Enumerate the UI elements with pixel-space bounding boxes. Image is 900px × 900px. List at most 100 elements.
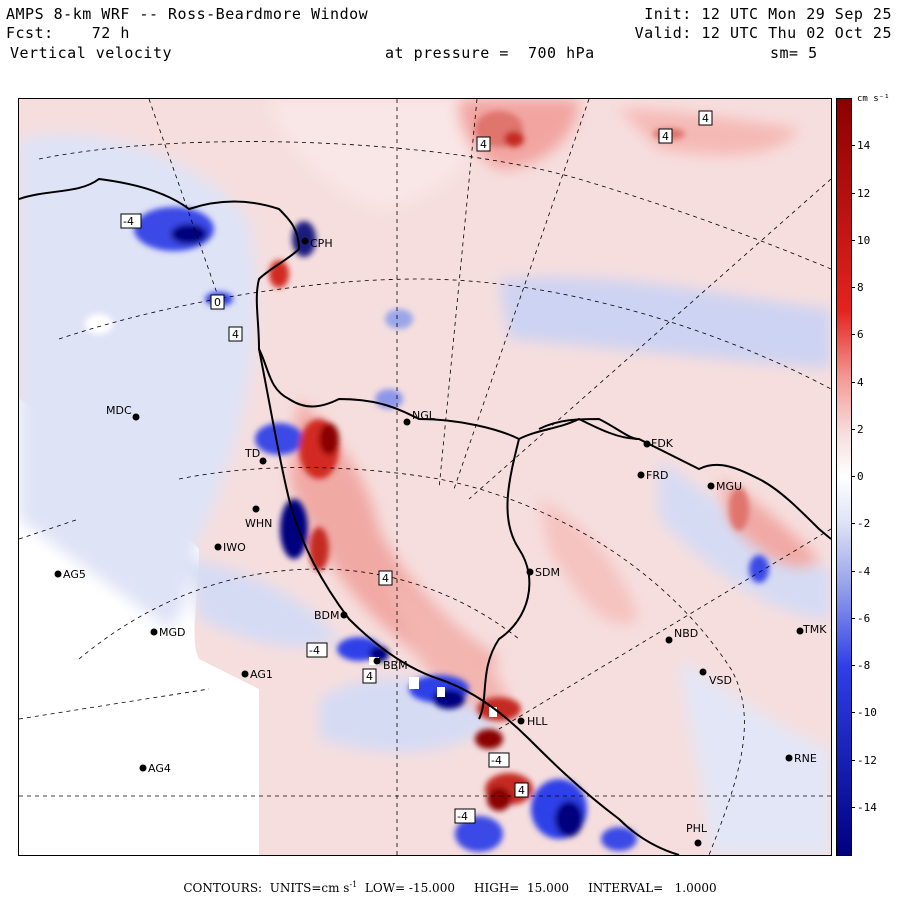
- svg-text:-4: -4: [309, 644, 320, 657]
- svg-text:BBM: BBM: [383, 659, 408, 672]
- svg-text:-4: -4: [491, 754, 502, 767]
- svg-text:4: 4: [232, 328, 239, 341]
- colorbar-tick: [851, 145, 855, 147]
- colorbar-tick: [851, 617, 855, 619]
- colorbar-tick-label: 0: [857, 470, 864, 483]
- colorbar-tick: [851, 334, 855, 336]
- station-dot-icon: [785, 754, 793, 762]
- contour-label: -4: [454, 808, 476, 824]
- station-mgd: MGD: [150, 626, 186, 639]
- forecast-hour: Fcst: 72 h: [6, 24, 130, 42]
- station-dot-icon: [637, 471, 645, 479]
- low-value: LOW= -15.000: [364, 881, 455, 895]
- contour-label: 0: [210, 294, 225, 310]
- contour-label: 4: [476, 136, 491, 152]
- svg-text:NBD: NBD: [674, 627, 698, 640]
- colorbar-tick-label: 14: [857, 139, 871, 153]
- colorbar-tick: [851, 523, 855, 525]
- colorbar-tick: [851, 239, 855, 241]
- svg-text:0: 0: [214, 296, 221, 309]
- contour-label: 4: [378, 570, 393, 586]
- colorbar-tick: [851, 287, 855, 288]
- svg-text:4: 4: [702, 112, 709, 125]
- contours-label: CONTOURS:: [183, 881, 263, 895]
- station-cph: CPH: [301, 237, 333, 250]
- colorbar-tick-label: -6: [857, 611, 871, 625]
- colorbar-tick-label: -8: [857, 659, 871, 672]
- station-dot-icon: [340, 611, 348, 619]
- colorbar-tick: [851, 759, 855, 761]
- station-ag5: AG5: [54, 568, 86, 581]
- station-dot-icon: [214, 543, 222, 551]
- station-dot-icon: [699, 668, 707, 676]
- colorbar-tick-label: 2: [857, 422, 864, 436]
- contour-label: 4: [362, 668, 377, 684]
- colorbar-tick-label: 10: [857, 233, 871, 247]
- station-markers: MDC NGL CPH FDK FRD MGU TD WHN IWO AG5 S…: [54, 237, 827, 847]
- svg-text:FRD: FRD: [646, 469, 668, 482]
- contour-labels: 4 4 4 4 4 4 -4 -4 -4 -4 4 0: [120, 110, 713, 824]
- station-dot-icon: [643, 440, 651, 448]
- colorbar-tick-label: -12: [857, 753, 877, 767]
- svg-text:AG5: AG5: [63, 568, 86, 581]
- station-dot-icon: [241, 670, 249, 678]
- interval-value: INTERVAL= 1.0000: [588, 881, 717, 895]
- vertical-velocity-map: 4 4 4 4 4 4 -4 -4 -4 -4 4 0 MDC NGL CPH …: [18, 98, 832, 856]
- colorbar-tick-label: -14: [857, 800, 877, 814]
- station-phl: PHL: [686, 822, 708, 847]
- station-dot-icon: [150, 628, 158, 636]
- station-hll: HLL: [517, 715, 548, 728]
- station-iwo: IWO: [214, 541, 246, 554]
- colorbar-tick-label: -4: [857, 564, 871, 578]
- svg-text:SDM: SDM: [535, 566, 560, 579]
- svg-text:VSD: VSD: [709, 674, 732, 687]
- smoothing: sm= 5: [770, 44, 818, 62]
- svg-text:TD: TD: [244, 447, 260, 460]
- station-dot-icon: [665, 636, 673, 644]
- station-sdm: SDM: [526, 566, 560, 579]
- svg-text:BDM: BDM: [314, 609, 340, 622]
- weak-descent-areas: [19, 99, 831, 855]
- svg-text:4: 4: [480, 138, 487, 151]
- colorbar-tick-label: -10: [857, 706, 877, 720]
- station-tmk: TMK: [796, 623, 827, 636]
- colorbar-tick-label: 8: [857, 281, 864, 294]
- map-canvas: 4 4 4 4 4 4 -4 -4 -4 -4 4 0 MDC NGL CPH …: [19, 99, 831, 855]
- station-fdk: FDK: [643, 437, 674, 450]
- station-ag4: AG4: [139, 762, 171, 775]
- svg-text:IWO: IWO: [223, 541, 246, 554]
- station-dot-icon: [252, 505, 260, 513]
- svg-text:HLL: HLL: [527, 715, 548, 728]
- colorbar-tick: [851, 428, 855, 430]
- svg-text:TMK: TMK: [802, 623, 827, 636]
- init-time: Init: 12 UTC Mon 29 Sep 25: [644, 5, 892, 23]
- station-dot-icon: [373, 657, 381, 665]
- colorbar-tick-label: 12: [857, 186, 871, 200]
- svg-text:CPH: CPH: [310, 237, 333, 250]
- station-mgu: MGU: [707, 480, 742, 493]
- svg-text:4: 4: [382, 572, 389, 585]
- strong-updraft-downdraft-couplets: [85, 111, 769, 852]
- contour-label: -4: [306, 642, 328, 658]
- svg-text:FDK: FDK: [651, 437, 674, 450]
- station-dot-icon: [301, 237, 309, 245]
- contour-label: 4: [658, 128, 673, 144]
- field-name: Vertical velocity: [10, 44, 173, 62]
- svg-text:-4: -4: [123, 215, 134, 228]
- station-dot-icon: [132, 413, 140, 421]
- svg-text:4: 4: [662, 130, 669, 143]
- colorbar-tick: [851, 806, 855, 808]
- station-td: TD: [244, 447, 267, 465]
- contour-info: CONTOURS: UNITS=cm s-1 LOW= -15.000 HIGH…: [0, 880, 900, 895]
- contour-label: -4: [488, 752, 510, 768]
- station-whn: WHN: [245, 505, 272, 530]
- coastline: [19, 177, 831, 855]
- station-ag1: AG1: [241, 668, 273, 681]
- station-rne: RNE: [785, 752, 817, 765]
- station-dot-icon: [526, 568, 534, 576]
- contour-label: 4: [514, 782, 529, 798]
- map-title: AMPS 8-km WRF -- Ross-Beardmore Window: [6, 5, 369, 23]
- colorbar-tick-label: 4: [857, 375, 864, 389]
- colorbar-tick: [851, 192, 855, 194]
- high-value: HIGH= 15.000: [474, 881, 569, 895]
